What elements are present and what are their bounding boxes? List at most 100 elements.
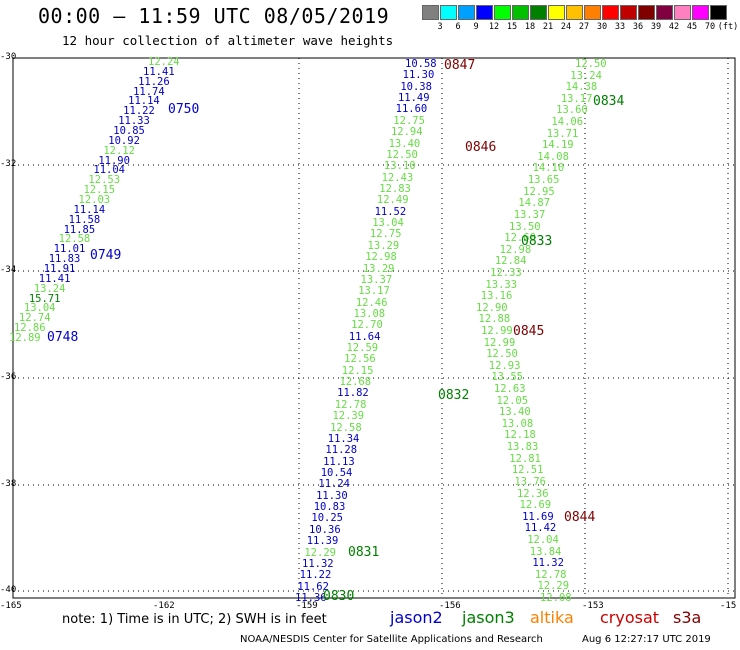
pass-time-label: 0748	[47, 330, 79, 345]
wave-height-value: 12.05	[496, 394, 529, 407]
wave-height-value: 14.38	[565, 81, 598, 94]
pass-time-label: 0834	[593, 94, 625, 109]
color-scale-label: 21	[542, 22, 554, 32]
wave-height-value: 12.58	[330, 421, 362, 434]
pass-time-label: 0832	[438, 388, 470, 403]
color-scale-label: 39	[650, 22, 662, 32]
wave-height-value: 13.04	[23, 302, 56, 315]
longitude-label: -165	[0, 601, 22, 611]
wave-height-value: 12.50	[486, 348, 518, 361]
latitude-label: -30	[0, 52, 17, 62]
wave-height-value: 13.40	[388, 137, 421, 150]
wave-height-value: 11.74	[133, 85, 165, 98]
wave-height-value: 12.68	[339, 376, 372, 389]
wave-height-value: 10.92	[108, 134, 140, 147]
wave-height-value: 11.24	[318, 478, 350, 491]
wave-height-value: 12.63	[493, 383, 526, 396]
wave-height-value: 12.98	[365, 251, 397, 264]
wave-height-value: 12.29	[304, 546, 336, 559]
wave-height-value: 11.60	[395, 103, 428, 116]
wave-height-value: 13.08	[353, 307, 386, 320]
wave-height-value: 13.24	[33, 282, 66, 295]
wave-height-value: 13.29	[362, 262, 395, 275]
wave-height-value: 11.32	[532, 557, 564, 570]
wave-height-value: 12.84	[494, 255, 527, 268]
wave-height-value: 15.71	[28, 292, 61, 305]
wave-height-value: 12.50	[575, 58, 607, 70]
wave-height-value: 11.41	[143, 65, 175, 78]
color-scale-label: 27	[578, 22, 590, 32]
wave-height-value: 12.89	[9, 332, 41, 344]
color-scale-label: 15	[506, 22, 518, 32]
wave-height-value: 11.85	[63, 223, 96, 236]
wave-height-value: 13.71	[546, 127, 579, 140]
wave-height-value: 11.83	[48, 253, 81, 266]
latitude-label: -34	[0, 265, 17, 275]
wave-height-value: 13.60	[556, 104, 588, 117]
wave-height-value: 12.39	[332, 410, 365, 423]
wave-height-value: 11.33	[118, 115, 150, 128]
wave-height-value: 13.33	[485, 278, 518, 291]
wave-height-value: 10.85	[113, 125, 145, 137]
wave-height-value: 13.08	[501, 417, 534, 430]
wave-height-value: 12.15	[83, 184, 116, 197]
wave-height-value: 11.39	[306, 535, 339, 548]
color-swatch	[584, 5, 601, 20]
color-scale-label: 45	[686, 22, 698, 32]
wave-height-value: 11.26	[138, 75, 170, 88]
wave-height-value: 12.56	[344, 353, 376, 366]
wave-height-value: 12.29	[537, 580, 570, 593]
wave-height-value: 12.12	[103, 144, 135, 157]
wave-height-value: 11.62	[297, 580, 329, 593]
wave-height-value: 11.69	[522, 510, 554, 523]
wave-height-value: 13.84	[529, 545, 562, 558]
wave-height-value: 11.22	[123, 105, 155, 118]
wave-height-value: 11.58	[68, 213, 101, 226]
wave-height-value: 12.04	[527, 533, 559, 546]
wave-height-value: 12.18	[504, 429, 536, 442]
wave-height-value: 12.93	[488, 359, 521, 372]
wave-height-value: 12.75	[393, 114, 425, 127]
note-text: note: 1) Time is in UTC; 2) SWH is in fe…	[62, 612, 327, 627]
wave-height-value: 12.83	[379, 182, 411, 195]
wave-height-value: 10.36	[309, 523, 341, 536]
latitude-label: -36	[0, 372, 17, 382]
wave-height-value: 13.24	[570, 69, 602, 82]
map-plot-area: -30 -32 -34 -36 -38 -40 -165 -162 -159 -156 -153 -1…	[0, 52, 736, 611]
wave-height-value: 12.99	[483, 336, 516, 349]
wave-height-value: 12.75	[369, 228, 402, 241]
wave-height-value: 14.10	[532, 162, 565, 175]
color-swatch	[566, 5, 583, 20]
color-swatch	[476, 5, 493, 20]
wave-height-value: 11.30	[316, 489, 348, 502]
color-scale-label: 42	[668, 22, 680, 32]
wave-height-value: 11.90	[98, 154, 130, 167]
wave-height-value: 14.06	[551, 116, 584, 129]
pass-time-label: 0750	[168, 102, 200, 117]
pass-time-label: 0845	[513, 324, 545, 339]
wave-height-value: 12.15	[341, 364, 374, 377]
wave-height-value: 12.69	[519, 499, 552, 512]
wave-height-value: 12.33	[490, 266, 522, 279]
color-swatch	[602, 5, 619, 20]
wave-height-value: 13.83	[506, 441, 539, 454]
legend-altika: altika	[530, 608, 574, 627]
wave-height-value: 12.50	[386, 148, 418, 161]
wave-height-value: 11.32	[302, 557, 334, 570]
wave-height-value: 14.19	[542, 139, 574, 152]
wave-height-value: 12.53	[88, 174, 121, 187]
wave-height-value: 13.50	[509, 220, 541, 233]
color-swatch	[638, 5, 655, 20]
wave-height-value: 12.98	[499, 243, 532, 256]
color-scale-label: (ft)	[717, 22, 739, 32]
wave-height-value: 12.78	[334, 398, 367, 411]
wave-height-value: 11.28	[325, 444, 358, 457]
wave-height-value: 13.40	[499, 406, 531, 419]
longitude-label: -159	[296, 601, 318, 611]
wave-height-value: 14.87	[518, 197, 551, 210]
color-scale-label: 33	[614, 22, 626, 32]
legend-s3a: s3a	[673, 608, 702, 627]
wave-height-value: 13.55	[491, 371, 523, 384]
pass-time-label: 0749	[90, 248, 122, 263]
wave-height-value: 10.83	[313, 501, 346, 514]
